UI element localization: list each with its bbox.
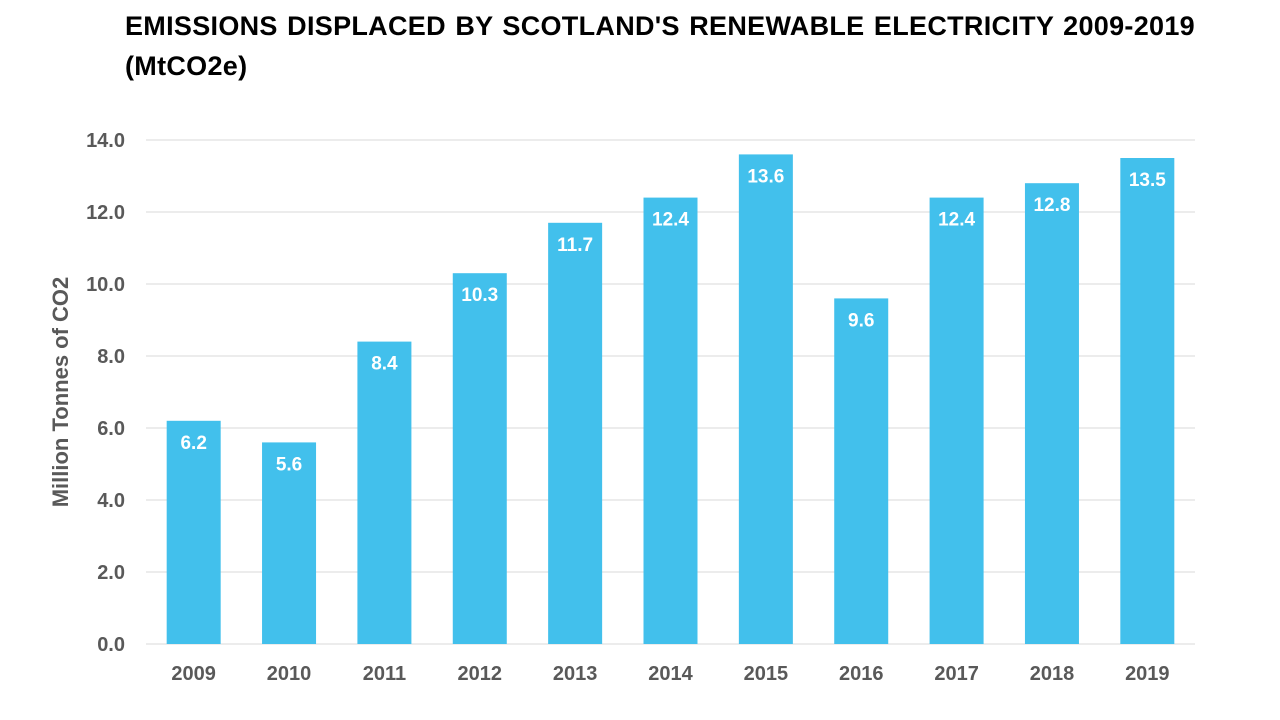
bar-2016 [834,298,889,644]
bar-2019 [1120,158,1175,644]
y-tick-label: 12.0 [86,202,125,224]
data-label: 8.4 [371,354,398,375]
bar-2013 [548,222,603,645]
x-tick-label: 2011 [363,663,406,685]
bar-2017 [929,197,984,644]
data-label: 11.7 [557,235,593,256]
bar-2012 [452,273,507,644]
data-labels: 6.2 5.6 8.4 10.3 11.7 12.4 13.6 9.6 12.4 12.8 13.5 [180,166,1166,475]
data-label: 9.6 [848,310,874,331]
bar-2009 [166,420,221,644]
x-tick-label: 2009 [171,663,216,685]
data-label: 12.4 [938,210,975,231]
data-label: 5.6 [276,454,302,475]
bar-2011 [357,341,412,644]
data-label: 13.5 [1129,170,1166,191]
x-tick-label: 2014 [648,663,693,685]
y-tick-label: 4.0 [97,490,125,512]
x-tick-label: 2017 [934,663,979,685]
bar-2014 [643,197,698,644]
y-tick-label: 8.0 [97,346,125,368]
y-axis-title: Million Tonnes of CO2 [48,277,73,508]
bars [166,154,1175,645]
y-tick-label: 2.0 [97,562,125,584]
y-tick-label: 0.0 [97,634,125,656]
chart-title: EMISSIONS DISPLACED BY SCOTLAND'S RENEWA… [125,11,1195,81]
bar-2010 [262,442,317,644]
x-axis-ticks: 2009 2010 2011 2012 2013 2014 2015 2016 2017 2018… [171,663,1169,685]
y-tick-label: 6.0 [97,418,125,440]
data-label: 13.6 [747,166,784,187]
x-tick-label: 2018 [1030,663,1075,685]
x-tick-label: 2019 [1125,663,1170,685]
data-label: 6.2 [180,433,206,454]
y-axis-ticks: 0.0 2.0 4.0 6.0 8.0 10.0 12.0 14.0 [86,130,125,656]
x-tick-label: 2010 [267,663,312,685]
x-tick-label: 2015 [744,663,789,685]
x-tick-label: 2013 [553,663,598,685]
y-tick-label: 14.0 [86,130,125,152]
data-label: 12.8 [1033,195,1070,216]
y-tick-label: 10.0 [86,274,125,296]
x-tick-label: 2012 [458,663,503,685]
data-label: 10.3 [461,285,498,306]
data-label: 12.4 [652,210,689,231]
bar-2015 [738,154,793,644]
bar-2018 [1024,183,1079,644]
x-tick-label: 2016 [839,663,884,685]
